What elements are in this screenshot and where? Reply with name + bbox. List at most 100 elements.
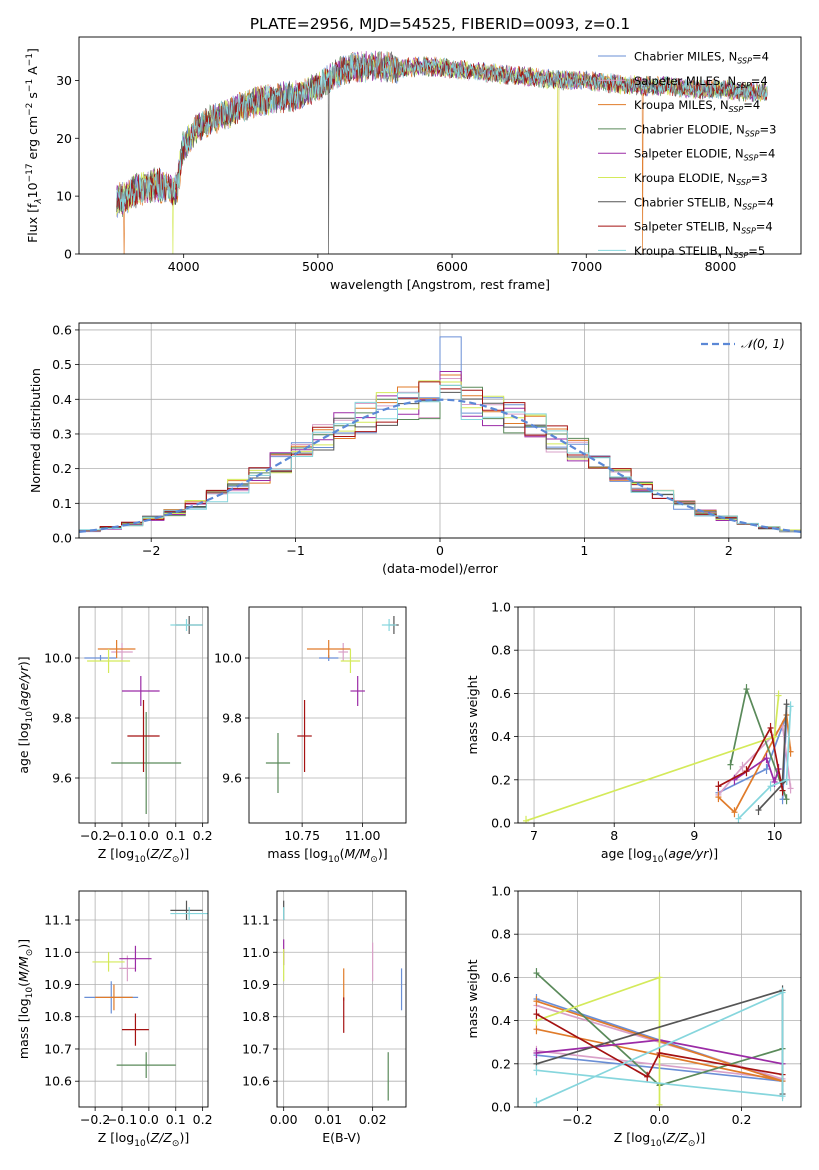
weight-line (737, 706, 792, 820)
x-tick-label: 0.01 (314, 1112, 342, 1127)
errorbar-salpeter-elodie (122, 676, 160, 706)
hist-step-chabrier-miles (79, 336, 801, 538)
legend-label: Salpeter ELODIE, NSSP=4 (634, 147, 775, 163)
y-tick-label: 10.7 (44, 1041, 72, 1056)
errorbar-chabrier-elodie (116, 1052, 176, 1078)
plot-area (84, 900, 208, 1078)
weight-series-kroupa-stelib (735, 701, 794, 823)
weight-series-kroupa-elodie (523, 690, 782, 823)
x-tick-label: −0.1 (107, 1112, 137, 1127)
x-tick-label: −0.1 (107, 828, 137, 843)
y-tick-label: 10.0 (214, 651, 242, 666)
y-tick-label: 0.4 (52, 392, 72, 407)
legend-label: Chabrier ELODIE, NSSP=3 (634, 122, 776, 138)
y-tick-label: 9.8 (222, 711, 242, 726)
x-tick-label: 7000 (570, 259, 602, 274)
errorbar-kroupa-elodie (340, 649, 361, 673)
y-tick-label: 9.6 (222, 771, 242, 786)
weight-series-kroupa-elodie (533, 972, 663, 1107)
errorbar-kroupa-miles (306, 640, 351, 658)
x-tick-label: 0.2 (193, 1112, 213, 1127)
y-tick-label: 0 (64, 247, 72, 262)
y-tick-label: 1.0 (491, 600, 511, 615)
y-tick-label: 1.0 (491, 884, 511, 899)
errorbar-chabrier-elodie (265, 733, 291, 793)
errorbar-chabrier-stelib (170, 900, 203, 921)
errorbar-salpeter-miles (119, 955, 136, 982)
x-tick-label: 11.00 (345, 828, 381, 843)
errorbar-chabrier-elodie (111, 712, 182, 814)
y-tick-label: 10 (56, 189, 72, 204)
x-tick-label: 7 (530, 828, 538, 843)
legend-label: Salpeter STELIB, NSSP=4 (634, 220, 773, 236)
errorbar-kroupa-elodie (87, 649, 131, 673)
errorbar-salpeter-miles (111, 643, 133, 661)
errorbar-kroupa-stelib (170, 907, 208, 921)
y-axis-label: Flux [fλ10−17 erg cm−2 s−1 A−1] (25, 48, 44, 243)
y-tick-label: 11.0 (242, 945, 270, 960)
plot-area (79, 336, 801, 538)
x-tick-label: 10.75 (284, 828, 320, 843)
x-tick-label: 0.2 (193, 828, 213, 843)
x-tick-label: 0.0 (139, 1112, 159, 1127)
x-tick-label: 2 (725, 543, 733, 558)
legend-label: 𝒩(0, 1) (741, 337, 785, 351)
x-axis-label: age [log10(age/yr)] (601, 846, 718, 865)
errorbar-salpeter-stelib (127, 700, 160, 772)
x-axis-label: (data-model)/error (382, 561, 499, 576)
weight-line (717, 725, 784, 791)
y-tick-label: 0.0 (52, 531, 72, 546)
panel-age-vs-Z: −0.2−0.1 0.0 0.1 0.2 9.6 9.8 10.0 Z [log10(Z/Z⊙… (16, 606, 213, 865)
errorbar-salpeter-miles (338, 643, 349, 661)
legend-label: Chabrier STELIB, NSSP=4 (634, 195, 774, 211)
y-tick-label: 0.2 (52, 461, 72, 476)
y-tick-label: 0.8 (491, 927, 511, 942)
x-tick-label: 0.1 (166, 1112, 186, 1127)
legend-label: Kroupa MILES, NSSP=4 (634, 98, 760, 114)
errorbar-kroupa-elodie (92, 952, 125, 972)
y-tick-label: 11.0 (44, 945, 72, 960)
x-tick-label: 8 (610, 828, 618, 843)
plot-area (283, 900, 403, 1101)
weight-series-chabrier-stelib (755, 699, 790, 816)
axes-frame (78, 606, 209, 824)
x-tick-label: 0.00 (270, 1112, 298, 1127)
errorbar-kroupa-stelib (170, 619, 203, 631)
y-axis-label: mass weight (465, 675, 480, 754)
plot-area (533, 968, 786, 1107)
errorbar-salpeter-elodie (350, 676, 365, 706)
y-axis-label: mass weight (465, 959, 480, 1038)
y-tick-label: 30 (56, 73, 72, 88)
y-tick-label: 0.1 (52, 496, 72, 511)
x-axis-label: Z [log10(Z/Z⊙)] (98, 846, 189, 865)
x-tick-label: −0.2 (80, 828, 110, 843)
x-axis-label: Z [log10(Z/Z⊙)] (614, 1130, 705, 1149)
weight-series-chabrier-elodie (727, 684, 790, 805)
x-axis-label: E(B-V) (322, 1130, 361, 1145)
x-axis-label: wavelength [Angstrom, rest frame] (330, 277, 550, 292)
x-tick-label: −0.2 (80, 1112, 110, 1127)
axes-frame (248, 606, 407, 824)
plot-area (84, 616, 203, 814)
errorbar-kroupa-stelib (381, 619, 397, 631)
legend-label: Kroupa ELODIE, NSSP=3 (634, 171, 768, 187)
y-tick-label: 0.6 (52, 322, 72, 337)
errorbar-kroupa-miles (97, 640, 136, 658)
y-tick-label: 0.2 (491, 1056, 511, 1071)
panel-massweight-vs-Z: −0.2 0.0 0.2 0.0 0.2 0.4 0.6 0.8 1.0 mass weight Z… (465, 884, 802, 1149)
weight-line (734, 756, 780, 785)
errorbar-kroupa-miles (95, 984, 133, 1011)
plot-area (116, 50, 768, 254)
axes-frame (517, 606, 802, 824)
y-tick-label: 10.0 (44, 651, 72, 666)
plot-area (523, 684, 794, 823)
y-tick-label: 0.4 (491, 729, 511, 744)
x-tick-label: 0.0 (139, 828, 159, 843)
legend-label: Salpeter MILES, NSSP=4 (634, 74, 768, 90)
weight-line (536, 991, 784, 1104)
panel-mass-vs-EBV: 0.00 0.01 0.02 10.6 10.7 10.8 10.9 11.0 11.1 E(B-… (242, 890, 407, 1145)
weight-series-kroupa-stelib (533, 987, 786, 1107)
y-tick-label: 11.1 (44, 913, 72, 928)
weight-line (717, 723, 792, 796)
